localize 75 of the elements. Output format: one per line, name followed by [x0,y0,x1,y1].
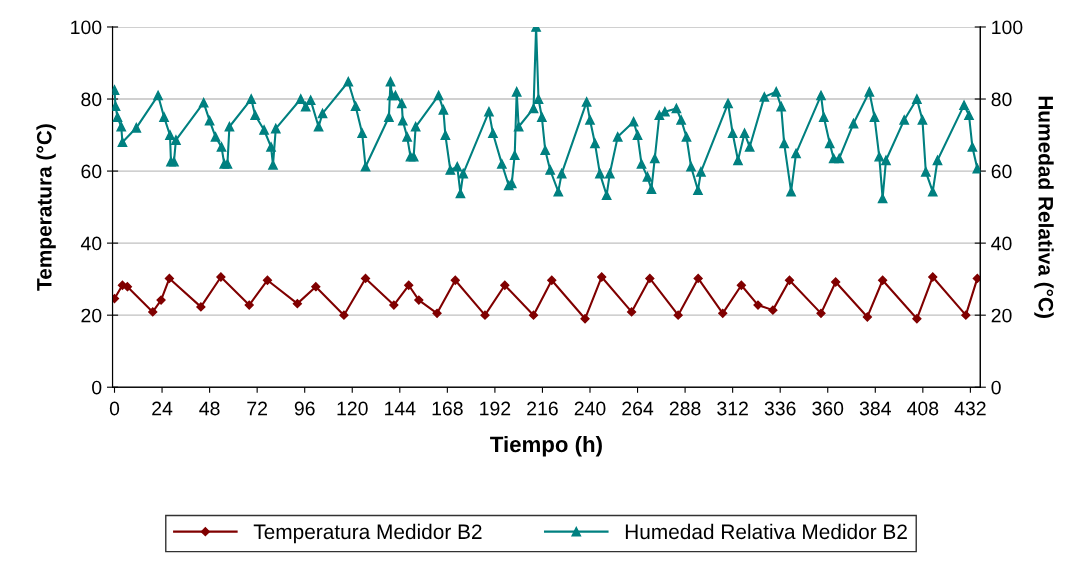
legend-label: Temperatura Medidor B2 [253,523,482,544]
point [292,299,302,309]
x-tick-label: 384 [859,401,891,416]
point [156,295,166,305]
point [404,280,414,290]
point [736,280,746,290]
x-tick-label: 264 [622,401,654,416]
x-tick-label: 192 [480,401,511,416]
x-tick-label: 216 [527,401,558,416]
x-tick-label: 48 [199,401,220,416]
point [262,275,273,285]
point [768,305,778,315]
x-tick-label: 312 [717,401,748,416]
point [432,308,442,318]
x-tick-label: 288 [669,401,701,416]
point [164,273,175,284]
point [216,272,226,282]
y-tick-label: 80 [81,92,102,107]
point [961,310,971,320]
point [360,273,371,284]
x-axis-title: Tiempo (h) [490,435,602,457]
y2-tick-label: 20 [991,308,1012,323]
point [339,310,349,320]
point [311,282,321,292]
y2-tick-label: 100 [992,20,1023,35]
x-tick-label: 0 [109,401,120,416]
point [928,272,938,282]
point [244,300,254,310]
y-tick-label: 20 [81,308,102,323]
x-tick-label: 360 [812,401,844,416]
point [831,277,841,287]
point [500,280,510,290]
x-tick-label: 96 [294,401,315,416]
y-tick-label: 100 [71,20,102,35]
point [972,273,981,284]
point [645,273,655,284]
y-tick-label: 40 [80,236,102,251]
point [389,300,399,310]
point [580,314,590,324]
point [414,295,424,305]
point [877,275,888,285]
x-tick-label: 336 [764,401,796,416]
x-tick-label: 72 [247,401,267,416]
point [816,308,826,318]
point [148,307,158,317]
point [626,307,637,317]
point [718,308,728,318]
point [673,310,683,320]
y-axis-title: Temperatura (°C) [36,124,56,291]
x-tick-label: 24 [152,401,173,416]
x-tick-label: 120 [337,401,368,416]
y-tick-label: 0 [92,380,102,395]
y2-tick-label: 0 [991,380,1001,395]
point [693,273,703,284]
x-tick-label: 408 [907,401,939,416]
point [112,293,120,304]
x-tick-label: 240 [574,401,606,416]
point [196,302,206,312]
y2-tick-label: 60 [991,164,1012,179]
point [862,312,872,322]
y2-axis-title: Humedad Relativa (°C) [1034,96,1054,318]
point [784,275,795,285]
point [528,310,539,320]
point [480,310,490,320]
y-tick-label: 60 [81,164,102,179]
y2-tick-label: 40 [991,236,1012,251]
point [547,275,557,285]
x-tick-label: 168 [432,401,463,416]
point [912,314,922,324]
x-tick-label: 432 [954,401,986,416]
legend-label: Humedad Relativa Medidor B2 [625,523,907,540]
point [450,275,460,285]
point [597,272,607,282]
y2-tick-label: 80 [991,92,1012,107]
x-tick-label: 144 [385,401,416,416]
